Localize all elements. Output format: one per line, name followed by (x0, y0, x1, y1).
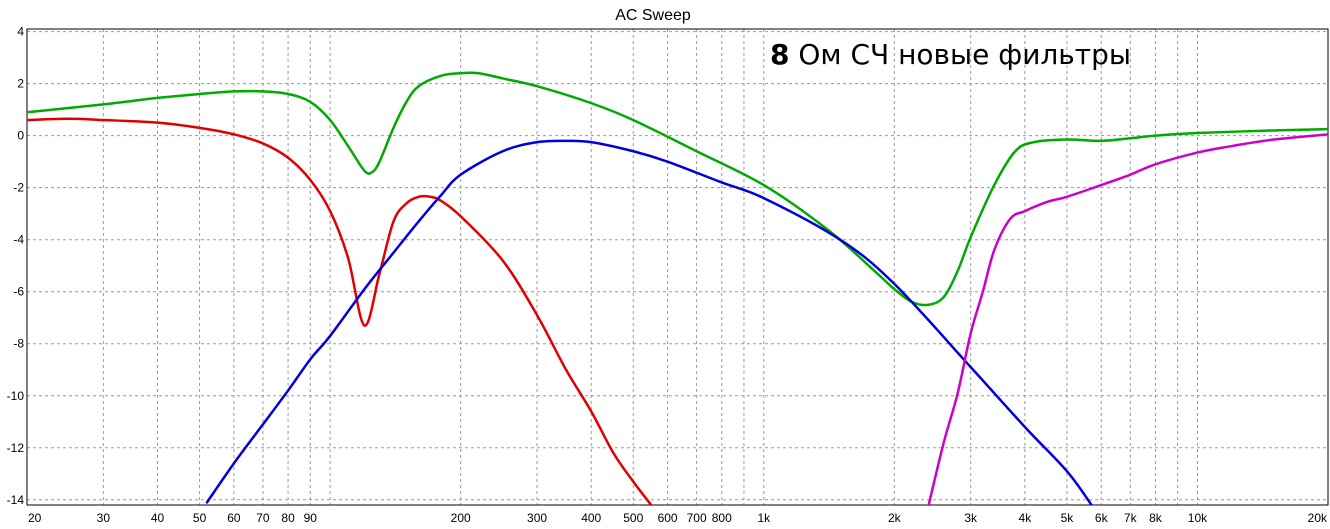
x-tick-label: 50 (193, 511, 207, 525)
x-tick-label: 80 (281, 511, 295, 525)
annotation-bold-part: 8 (770, 38, 789, 71)
x-tick-label: 6k (1095, 511, 1109, 525)
y-tick-label: 2 (17, 77, 24, 91)
x-tick-label: 30 (97, 511, 111, 525)
x-tick-label: 1k (757, 511, 771, 525)
series-layer (27, 71, 1328, 505)
x-tick-label: 400 (581, 511, 601, 525)
x-tick-label: 20k (1308, 511, 1328, 525)
series-line-4 (927, 133, 1328, 505)
y-tick-label: -8 (13, 337, 24, 351)
x-tick-label: 300 (527, 511, 547, 525)
y-tick-label: -2 (13, 181, 24, 195)
x-tick-label: 90 (304, 511, 318, 525)
y-tick-label: 4 (17, 25, 24, 39)
series-line-1 (27, 117, 653, 505)
x-tick-label: 600 (658, 511, 678, 525)
grid (26, 29, 1329, 505)
x-tick-label: 60 (227, 511, 241, 525)
plot-frame (26, 28, 1329, 506)
x-tick-label: 700 (687, 511, 707, 525)
y-tick-label: -10 (7, 389, 25, 403)
chart-annotation: 8 Ом СЧ новые фильтры (770, 38, 1131, 71)
x-tick-label: 800 (712, 511, 732, 525)
x-tick-label: 7k (1124, 511, 1138, 525)
x-tick-label: 5k (1061, 511, 1075, 525)
x-tick-label: 20 (28, 511, 42, 525)
x-tick-label: 10k (1188, 511, 1208, 525)
x-tick-label: 70 (256, 511, 270, 525)
y-tick-label: -14 (7, 493, 25, 507)
x-tick-label: 200 (451, 511, 471, 525)
x-axis-tick-labels: 20 30 40 50 60 70 80 90 200 300 400 500 600 700 800 1k 2… (28, 511, 1328, 525)
chart-title: AC Sweep (615, 7, 691, 24)
series-line-2 (27, 71, 1328, 307)
annotation-text-part: Ом СЧ новые фильтры (789, 38, 1131, 71)
x-tick-label: 500 (623, 511, 643, 525)
y-tick-label: -4 (13, 233, 24, 247)
x-tick-label: 3k (964, 511, 978, 525)
x-tick-label: 8k (1149, 511, 1163, 525)
y-tick-label: -12 (7, 441, 25, 455)
y-tick-label: -6 (13, 285, 24, 299)
series-line-3 (205, 139, 1093, 505)
x-tick-label: 2k (888, 511, 902, 525)
y-axis-tick-labels: 4 2 0 -2 -4 -6 -8 -10 -12 -14 (7, 25, 25, 507)
x-tick-label: 40 (151, 511, 165, 525)
x-tick-label: 4k (1019, 511, 1033, 525)
y-tick-label: 0 (17, 129, 24, 143)
